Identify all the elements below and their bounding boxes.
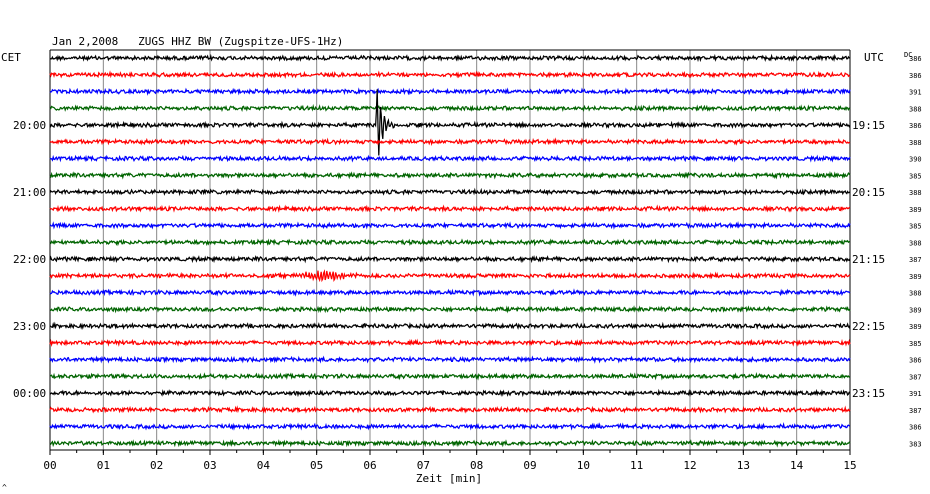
x-tick-label: 08 <box>470 459 483 472</box>
dc-value: 389 <box>909 273 922 281</box>
x-axis-label: Zeit [min] <box>416 472 482 485</box>
left-axis-label: CET <box>1 51 21 64</box>
utc-time-label: 22:15 <box>852 320 885 333</box>
seismic-trace <box>49 238 851 247</box>
seismic-trace <box>49 170 851 180</box>
dc-value: 389 <box>909 206 922 214</box>
dc-value: 391 <box>909 89 922 97</box>
seismic-trace <box>49 137 851 147</box>
right-axis-label: UTC <box>864 51 884 64</box>
x-tick-label: 05 <box>310 459 323 472</box>
seismic-trace <box>49 371 851 381</box>
x-tick-label: 07 <box>417 459 430 472</box>
dc-value: 389 <box>909 306 922 314</box>
dc-value: 386 <box>909 357 922 365</box>
seismic-trace <box>49 338 851 347</box>
dc-value: 385 <box>909 340 922 348</box>
chart-title: Jan 2,2008 ZUGS HHZ BW (Zugspitze-UFS-1H… <box>52 35 343 48</box>
dc-value: 390 <box>909 156 922 164</box>
seismic-trace <box>49 422 851 431</box>
dc-value: 385 <box>909 223 922 231</box>
dc-value: 391 <box>909 390 922 398</box>
x-tick-label: 09 <box>523 459 536 472</box>
utc-time-label: 20:15 <box>852 186 885 199</box>
seismic-trace <box>49 154 851 163</box>
dc-value: 388 <box>909 105 922 113</box>
utc-time-label: 23:15 <box>852 387 885 400</box>
seismic-trace <box>49 388 851 398</box>
dc-value: 386 <box>909 424 922 432</box>
x-tick-label: 10 <box>577 459 590 472</box>
x-tick-label: 06 <box>363 459 376 472</box>
dc-value: 386 <box>909 55 922 63</box>
seismic-trace <box>49 70 851 79</box>
x-tick-label: 11 <box>630 459 643 472</box>
dc-value: 385 <box>909 172 922 180</box>
seismic-trace <box>49 89 851 156</box>
dc-value: 388 <box>909 189 922 197</box>
x-tick-label: 14 <box>790 459 804 472</box>
footnote-mark: ^ <box>2 483 7 492</box>
cet-time-label: 00:00 <box>13 387 46 400</box>
dc-value: 387 <box>909 407 922 415</box>
dc-value: 388 <box>909 290 922 298</box>
seismic-trace <box>49 439 851 448</box>
seismic-trace <box>49 187 851 197</box>
x-tick-label: 02 <box>150 459 163 472</box>
dc-value: 386 <box>909 72 922 80</box>
seismic-trace <box>49 355 851 364</box>
utc-time-label: 19:15 <box>852 119 885 132</box>
cet-time-label: 21:00 <box>13 186 46 199</box>
cet-time-label: 22:00 <box>13 253 46 266</box>
seismic-trace <box>49 405 851 414</box>
seismic-trace <box>49 103 851 113</box>
seismic-trace <box>49 269 851 283</box>
x-tick-label: 04 <box>257 459 271 472</box>
dc-value: 388 <box>909 139 922 147</box>
cet-time-label: 23:00 <box>13 320 46 333</box>
seismic-trace <box>49 321 851 330</box>
x-tick-label: 12 <box>683 459 696 472</box>
seismic-trace <box>49 53 851 63</box>
dc-value: 383 <box>909 440 922 448</box>
cet-time-label: 20:00 <box>13 119 46 132</box>
dc-value: 386 <box>909 122 922 130</box>
dc-value: 388 <box>909 239 922 247</box>
x-tick-label: 01 <box>97 459 110 472</box>
dc-value: 387 <box>909 256 922 264</box>
seismic-trace <box>49 255 851 264</box>
x-tick-label: 13 <box>737 459 750 472</box>
utc-time-label: 21:15 <box>852 253 885 266</box>
x-tick-label: 03 <box>203 459 216 472</box>
dc-value: 387 <box>909 373 922 381</box>
seismic-trace <box>49 87 851 96</box>
dc-value: 389 <box>909 323 922 331</box>
seismic-trace <box>49 304 851 314</box>
seismic-trace <box>49 221 851 230</box>
seismic-trace <box>49 204 851 213</box>
dc-label: DC <box>904 51 912 59</box>
seismic-trace <box>49 288 851 297</box>
x-tick-label: 00 <box>43 459 56 472</box>
x-tick-label: 15 <box>843 459 856 472</box>
